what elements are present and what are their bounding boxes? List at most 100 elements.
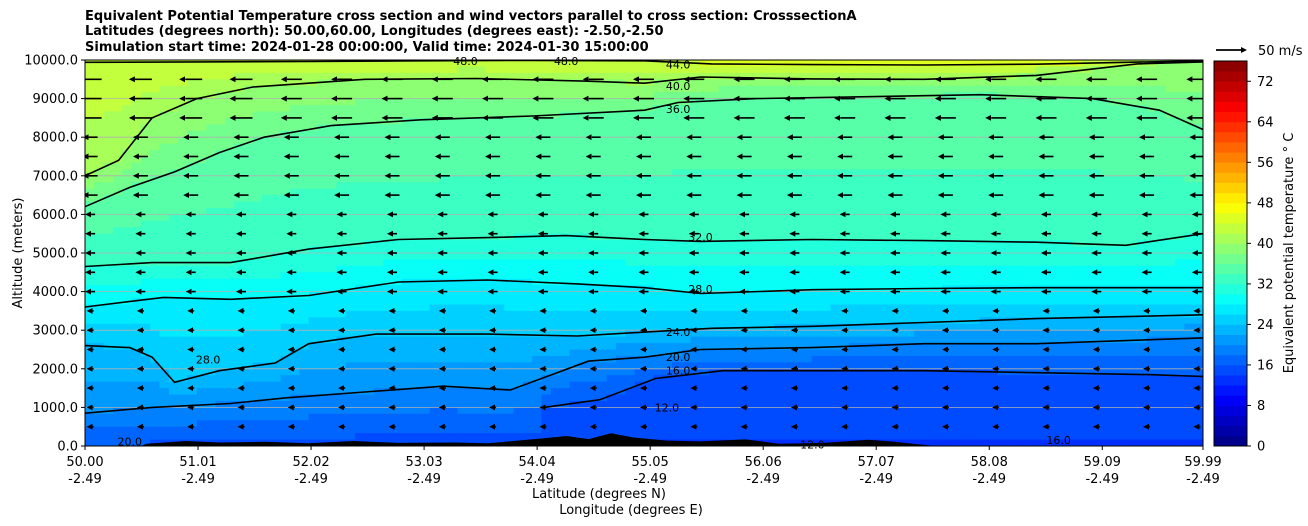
field-cell (494, 220, 505, 228)
field-cell (252, 92, 263, 100)
field-cell (178, 143, 189, 151)
field-cell (755, 253, 766, 261)
field-cell (85, 105, 95, 113)
field-cell (634, 195, 645, 203)
field-cell (271, 188, 282, 196)
field-cell (681, 195, 692, 203)
field-cell (448, 394, 459, 402)
field-cell (206, 137, 217, 145)
field-cell (448, 349, 459, 357)
field-cell (699, 291, 710, 299)
field-cell (429, 79, 440, 87)
field-cell (783, 60, 794, 68)
field-cell (327, 150, 338, 158)
field-cell (830, 175, 841, 183)
field-cell (858, 92, 869, 100)
field-cell (457, 98, 468, 106)
field-cell (634, 330, 645, 338)
field-cell (653, 79, 664, 87)
field-cell (140, 220, 151, 228)
field-cell (718, 362, 729, 370)
field-cell (94, 79, 105, 87)
field-cell (755, 220, 766, 228)
field-cell (522, 362, 533, 370)
field-cell (373, 124, 384, 132)
field-cell (168, 413, 179, 421)
field-cell (131, 278, 142, 286)
field-cell (597, 60, 608, 68)
field-cell (709, 265, 720, 273)
field-cell (541, 143, 552, 151)
field-cell (494, 117, 505, 125)
field-cell (504, 220, 515, 228)
field-cell (616, 207, 626, 215)
field-cell (476, 220, 487, 228)
field-cell (718, 105, 729, 113)
field-cell (112, 355, 123, 363)
field-cell (289, 182, 300, 190)
field-cell (271, 111, 282, 119)
field-cell (336, 388, 347, 396)
field-cell (485, 79, 496, 87)
field-cell (662, 227, 673, 235)
field-cell (578, 375, 589, 383)
field-cell (317, 400, 328, 408)
field-cell (802, 156, 813, 164)
field-cell (262, 310, 272, 318)
field-cell (112, 304, 123, 312)
field-cell (727, 195, 738, 203)
field-cell (187, 265, 198, 273)
field-cell (234, 182, 244, 190)
field-cell (839, 105, 850, 113)
field-cell (439, 420, 449, 428)
field-cell (262, 272, 272, 280)
field-cell (439, 85, 449, 93)
field-cell (131, 227, 142, 235)
field-cell (774, 72, 785, 80)
field-cell (355, 233, 366, 241)
field-cell (569, 330, 580, 338)
field-cell (653, 426, 664, 434)
field-cell (616, 304, 626, 312)
field-cell (327, 433, 338, 441)
field-cell (681, 246, 692, 254)
field-cell (122, 79, 133, 87)
field-cell (671, 169, 682, 177)
field-cell (662, 72, 673, 80)
field-cell (308, 240, 319, 248)
field-cell (830, 298, 841, 306)
field-cell (112, 169, 123, 177)
field-cell (327, 343, 338, 351)
field-cell (429, 201, 440, 209)
field-cell (411, 317, 421, 325)
field-cell (653, 195, 664, 203)
field-cell (187, 169, 198, 177)
field-cell (709, 336, 720, 344)
field-cell (262, 246, 272, 254)
field-cell (494, 394, 505, 402)
field-cell (644, 375, 654, 383)
field-cell (541, 246, 552, 254)
field-cell (550, 426, 561, 434)
field-cell (215, 413, 226, 421)
field-cell (196, 85, 207, 93)
field-cell (494, 278, 505, 286)
field-cell (718, 143, 729, 151)
field-cell (439, 310, 449, 318)
field-cell (466, 124, 477, 132)
field-cell (485, 111, 496, 119)
field-cell (783, 336, 794, 344)
field-cell (494, 304, 505, 312)
field-cell (252, 66, 263, 74)
field-cell (718, 388, 729, 396)
field-cell (103, 298, 114, 306)
field-cell (532, 272, 543, 280)
field-cell (364, 285, 375, 293)
field-cell (215, 60, 226, 68)
field-cell (178, 182, 189, 190)
field-cell (140, 420, 151, 428)
field-cell (709, 259, 720, 267)
field-cell (653, 162, 664, 170)
field-cell (317, 368, 328, 376)
field-cell (560, 60, 571, 68)
